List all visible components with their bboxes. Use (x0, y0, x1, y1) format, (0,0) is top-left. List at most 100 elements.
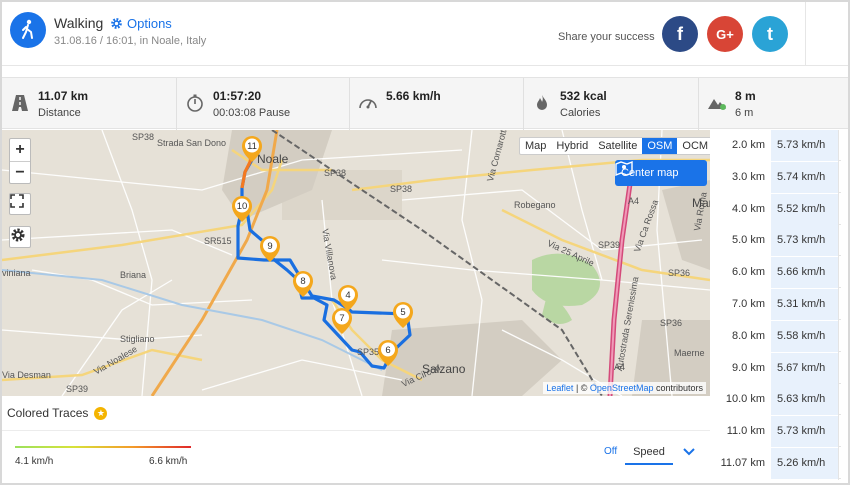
stat-value: 5.66 km/h (386, 89, 441, 103)
chevron-down-icon[interactable] (682, 445, 696, 459)
road-label: SP38 (132, 132, 155, 142)
layer-hybrid[interactable]: Hybrid (556, 140, 589, 152)
road-label: SP39 (598, 240, 621, 250)
share-text: Share your success (558, 31, 655, 43)
split-distance: 11.07 km (711, 448, 771, 479)
stat-value: 01:57:20 (213, 89, 262, 103)
speed-gradient-legend (15, 446, 191, 448)
stat-label: Distance (38, 107, 81, 119)
split-row: 8.0 km 5.58 km/h (711, 320, 841, 352)
split-distance: 10.0 km (711, 384, 771, 416)
zoom-out-button[interactable]: − (10, 161, 30, 183)
stat-calories: 532 kcal Calories (524, 78, 699, 130)
map-canvas (2, 130, 710, 396)
split-speed: 5.31 km/h (771, 289, 838, 320)
place-label-briana: Briana (120, 270, 147, 280)
stat-label: Calories (560, 107, 601, 119)
split-speed: 5.66 km/h (771, 257, 838, 289)
divider (2, 430, 710, 431)
road-label: Via Desman (2, 370, 51, 380)
facebook-share-button[interactable]: f (662, 16, 698, 52)
leaflet-link[interactable]: Leaflet (546, 383, 574, 393)
activity-subtitle: 31.08.16 / 16:01, in Noale, Italy (54, 35, 207, 47)
map-settings-button[interactable] (9, 226, 31, 248)
split-distance: 5.0 km (711, 225, 771, 257)
layer-osm[interactable]: OSM (642, 138, 678, 154)
attribution-tail: contributors (653, 383, 703, 393)
star-icon: ★ (94, 406, 108, 420)
road-label: SP38 (390, 184, 413, 194)
route-map[interactable]: SP38 Strada San Dono Noale SP38 SP38 Via… (2, 130, 710, 396)
layer-switcher: Map Hybrid Satellite OSM OCM (519, 137, 710, 155)
split-row: 10.0 km 5.63 km/h (711, 384, 841, 416)
road-icon (12, 95, 28, 111)
gear-icon (11, 228, 25, 242)
split-row: 11.07 km 5.26 km/h (711, 448, 841, 479)
zoom-in-button[interactable]: + (15, 141, 25, 158)
off-toggle[interactable]: Off (604, 446, 618, 457)
split-row: 2.0 km 5.73 km/h (711, 130, 841, 161)
options-link[interactable]: Options (110, 16, 172, 31)
split-speed: 5.73 km/h (771, 225, 838, 257)
split-speed: 5.63 km/h (771, 384, 838, 416)
stat-elevation: 8 m 6 m (699, 78, 848, 130)
colored-traces-label: Colored Traces (7, 406, 89, 420)
speedometer-icon (359, 99, 377, 109)
road-label: SP39 (66, 384, 89, 394)
gear-icon (111, 18, 122, 29)
fullscreen-icon (10, 194, 24, 208)
split-row: 5.0 km 5.73 km/h (711, 225, 841, 257)
layer-satellite[interactable]: Satellite (598, 140, 638, 152)
table-divider (838, 130, 839, 480)
osm-link[interactable]: OpenStreetMap (589, 383, 654, 393)
split-distance: 7.0 km (711, 289, 771, 320)
stopwatch-icon (187, 94, 203, 112)
split-speed: 5.67 km/h (771, 352, 838, 384)
mountain-icon (708, 99, 726, 110)
split-speed: 5.74 km/h (771, 161, 838, 193)
road-label: SP36 (660, 318, 683, 328)
center-map-button[interactable]: Center map (615, 160, 707, 186)
trace-mode-select[interactable]: Speed (625, 445, 673, 465)
zoom-control: + − (9, 138, 31, 184)
layer-ocm[interactable]: OCM (682, 140, 709, 152)
split-speed: 5.52 km/h (771, 193, 838, 225)
split-row: 6.0 km 5.66 km/h (711, 257, 841, 289)
stat-duration: 01:57:20 00:03:08 Pause (177, 78, 350, 130)
place-label-viniana: viniana (2, 268, 31, 278)
legend-min: 4.1 km/h (15, 456, 54, 467)
split-speed: 5.73 km/h (771, 416, 838, 448)
split-speed: 5.26 km/h (771, 448, 838, 479)
stat-speed: 5.66 km/h (350, 78, 524, 130)
twitter-share-button[interactable]: t (752, 16, 788, 52)
split-distance: 4.0 km (711, 193, 771, 225)
place-label-noale: Noale (257, 152, 289, 166)
split-distance: 11.0 km (711, 416, 771, 448)
split-distance: 3.0 km (711, 161, 771, 193)
stat-value: 8 m (735, 89, 756, 103)
road-label: SP36 (668, 268, 691, 278)
split-distance: 6.0 km (711, 257, 771, 289)
place-label-robegano: Robegano (514, 200, 556, 210)
place-label-stigliano: Stigliano (120, 334, 155, 344)
road-label: A4 (614, 362, 626, 372)
split-row: 9.0 km 5.67 km/h (711, 352, 841, 384)
map-icon (615, 160, 633, 176)
colored-traces-title: Colored Traces ★ (7, 406, 108, 420)
place-label-mar: Mar (692, 196, 710, 210)
stat-value: 11.07 km (38, 89, 89, 103)
activity-header: Walking Options 31.08.16 / 16:01, in Noa… (2, 2, 848, 66)
center-map-label: Center map (621, 167, 679, 179)
stat-label: 00:03:08 Pause (213, 107, 291, 119)
layer-map[interactable]: Map (525, 140, 547, 152)
fullscreen-button[interactable] (9, 193, 31, 215)
flame-icon (537, 95, 547, 110)
stat-value: 532 kcal (560, 89, 607, 103)
sport-title: Walking (54, 15, 104, 31)
map-attribution: Leaflet | © OpenStreetMap contributors (543, 382, 706, 394)
road-label: Strada San Dono (157, 138, 227, 148)
google-plus-share-button[interactable]: G+ (707, 16, 743, 52)
twitter-icon: t (767, 23, 773, 44)
header-divider (805, 2, 806, 66)
